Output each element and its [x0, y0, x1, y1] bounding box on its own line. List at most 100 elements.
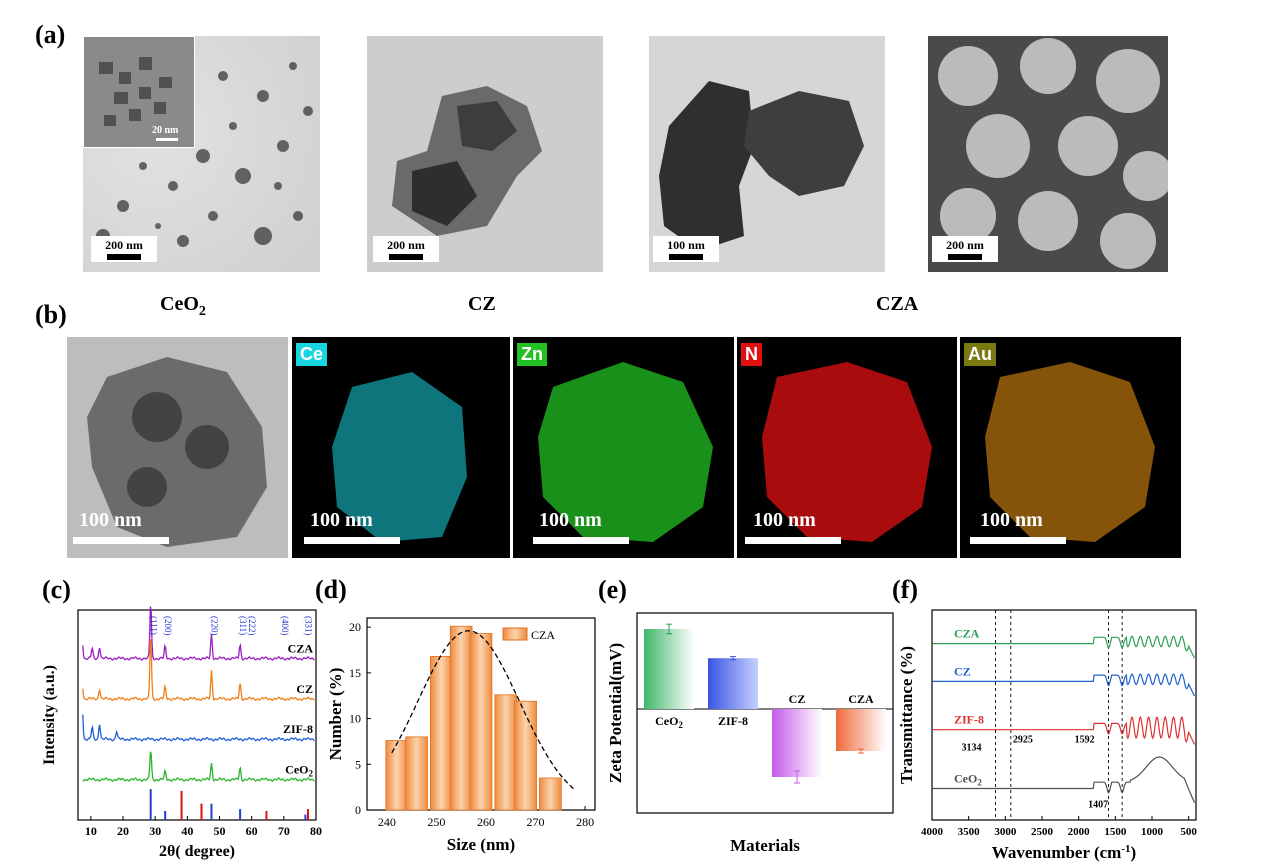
y-tick-label: 15 — [349, 666, 361, 680]
scale-bar — [948, 254, 982, 260]
peak-annotation: 1592 — [1075, 734, 1095, 745]
legend-swatch — [502, 627, 528, 641]
inset-scale-label: 20 nm — [152, 125, 179, 136]
tem-image-ceo2: 20 nm 200 nm — [83, 36, 320, 272]
eds-map-zn: Zn 100 nm — [513, 337, 734, 558]
histogram-bar — [449, 625, 473, 811]
element-tag-ce: Ce — [296, 343, 328, 366]
x-tick-label: 80 — [310, 824, 322, 838]
scale-label: 100 nm — [539, 509, 602, 531]
series-label: CZA — [954, 627, 980, 641]
x-tick-label: 2000 — [1068, 826, 1091, 838]
histogram-bar — [385, 740, 409, 811]
scale-box: 200 nm — [373, 236, 439, 262]
eds-map-n: N 100 nm — [737, 337, 957, 558]
x-tick-label: 30 — [149, 824, 161, 838]
ftir-series-line — [932, 673, 1196, 697]
x-tick-label: 3500 — [958, 826, 981, 838]
scale-bar — [304, 537, 400, 544]
x-tick-label: 60 — [246, 824, 258, 838]
caption-cz: CZ — [468, 293, 496, 315]
zeta-bar — [644, 629, 694, 709]
series-label: ZIF-8 — [954, 713, 984, 727]
scale-label: 200 nm — [105, 238, 143, 252]
category-label: ZIF-8 — [718, 714, 748, 728]
xrd-series-line — [82, 639, 315, 702]
tem-map-image: 100 nm — [67, 337, 288, 558]
tem-inset: 20 nm — [83, 36, 195, 148]
tem-ceo2-particles — [96, 62, 313, 247]
x-tick-label: 3000 — [994, 826, 1017, 838]
peak-annotation: 2925 — [1013, 734, 1033, 745]
histogram-bar — [539, 777, 562, 811]
hkl-label: (111) — [149, 616, 159, 635]
x-tick-label: 70 — [278, 824, 290, 838]
x-axis-label: Wavenumber (cm-1) — [992, 843, 1136, 862]
hkl-label: (222) — [247, 616, 257, 636]
panel-d-label: (d) — [315, 575, 347, 604]
y-axis-label: Zeta Potential(mV) — [606, 643, 625, 783]
series-label: CeO2 — [285, 763, 313, 779]
series-label: CZ — [954, 664, 971, 678]
zeta-bar — [772, 709, 822, 777]
histogram-bar — [494, 694, 518, 811]
scale-label: 200 nm — [946, 238, 984, 252]
series-label: CZA — [288, 641, 314, 655]
xrd-chart: 10 20 30 40 50 60 70 80 2θ( degree) Intensity (a.… — [41, 606, 322, 860]
scale-box: 200 nm — [91, 236, 157, 262]
y-axis-label: Transmittance (%) — [897, 646, 916, 784]
x-tick-label: 1000 — [1141, 826, 1164, 838]
scale-bar — [669, 254, 703, 260]
y-tick-label: 5 — [355, 757, 361, 771]
panel-e-label: (e) — [598, 575, 627, 604]
scale-label: 100 nm — [753, 509, 816, 531]
scale-bar — [533, 537, 629, 544]
peak-annotation: 3134 — [962, 743, 982, 754]
hkl-label: (220) — [209, 616, 219, 636]
histogram-bar — [405, 736, 428, 811]
hkl-label: (200) — [163, 616, 173, 636]
panel-f-label: (f) — [892, 575, 918, 604]
x-tick-label: 500 — [1180, 826, 1197, 838]
legend-label: CZA — [531, 628, 555, 642]
series-label: ZIF-8 — [283, 722, 313, 736]
scale-label: 100 nm — [310, 509, 373, 531]
gaussian-fit-curve — [391, 630, 576, 791]
category-label: CeO2 — [655, 714, 683, 730]
scale-bar — [970, 537, 1066, 544]
hkl-label: (400) — [280, 616, 290, 636]
scale-bar — [745, 537, 841, 544]
y-tick-label: 10 — [349, 712, 361, 726]
histogram-bar — [469, 633, 493, 811]
hkl-label: (331) — [303, 616, 313, 636]
panel-c-label: (c) — [42, 575, 71, 604]
x-tick-label: 50 — [214, 824, 226, 838]
scale-label: 100 nm — [667, 238, 705, 252]
scale-bar — [107, 254, 141, 260]
histogram-bar — [430, 656, 453, 811]
x-tick-label: 40 — [181, 824, 193, 838]
scale-bar — [73, 537, 169, 544]
series-label: CZ — [296, 682, 313, 696]
eds-map-au: Au 100 nm — [960, 337, 1181, 558]
x-axis-label: 2θ( degree) — [159, 843, 235, 860]
tem-cz-particle — [392, 86, 542, 236]
y-tick-label: 20 — [349, 620, 361, 634]
y-axis-label: Number (%) — [326, 668, 345, 761]
size-distribution-chart: 0 5 10 15 20 240 250 260 270 280 CZA Size (nm) Numbe… — [326, 617, 596, 854]
eds-map-ce: Ce 100 nm — [292, 337, 510, 558]
x-tick-label: 240 — [378, 815, 396, 829]
ftir-series-line — [932, 715, 1196, 745]
ftir-chart: 4000 3500 3000 2500 2000 1500 1000 500 CZA CZ ZIF-… — [897, 609, 1197, 862]
scale-bar — [389, 254, 423, 260]
hkl-label: (311) — [238, 616, 248, 635]
x-tick-label: 10 — [85, 824, 97, 838]
x-tick-label: 250 — [427, 815, 445, 829]
xrd-series-line — [82, 751, 315, 783]
scale-label: 100 nm — [980, 509, 1043, 531]
x-tick-label: 270 — [527, 815, 545, 829]
plot-frame — [931, 609, 1197, 821]
tem-image-cz: 200 nm — [367, 36, 603, 272]
panel-b-label: (b) — [35, 300, 67, 329]
ftir-series-line — [932, 635, 1196, 659]
